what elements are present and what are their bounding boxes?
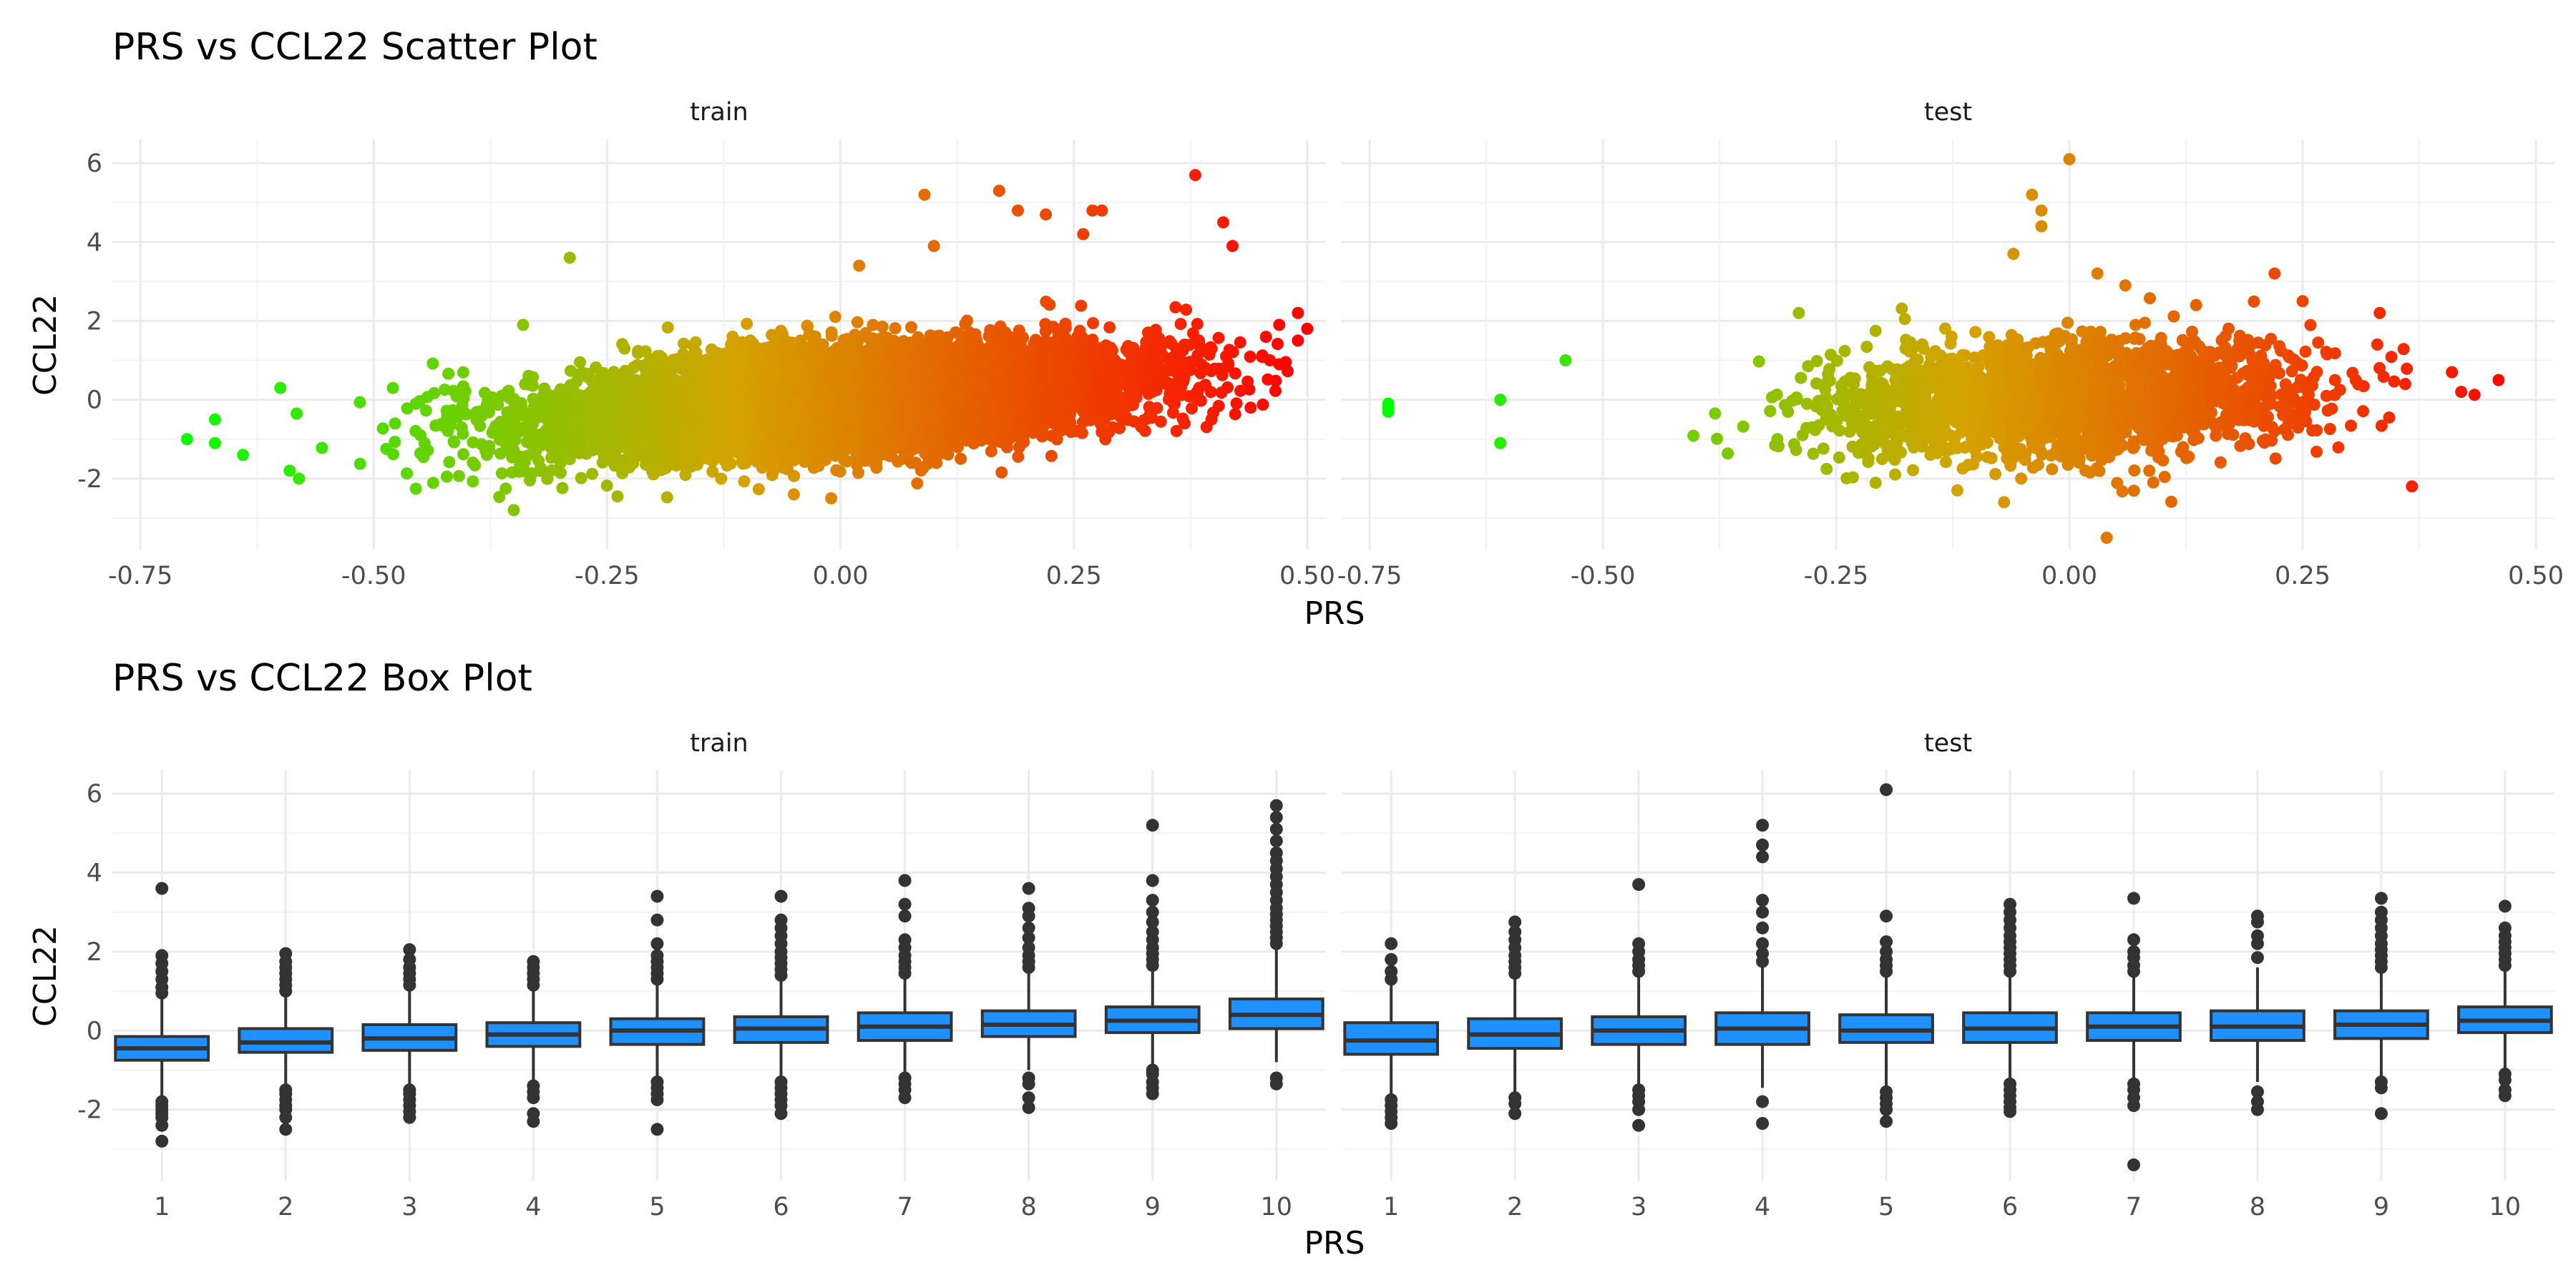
scatter-x-axis-title: PRS [1304,595,1365,632]
scatter-point [575,472,587,484]
scatter-point [556,482,569,494]
scatter-strip-train: train [690,98,748,127]
scatter-point [706,465,719,478]
box-plot-title: PRS vs CCL22 Box Plot [112,657,532,700]
scatter-point [600,479,613,492]
scatter-point [738,475,751,488]
scatter-point [527,371,540,384]
scatter-point [453,469,465,482]
scatter-point [457,366,469,379]
scatter-y-axis-title: CCL22 [27,294,64,396]
scatter-point [518,456,531,469]
scatter-point [661,321,674,334]
scatter-point [459,385,472,398]
scatter-points-train [180,169,1314,517]
scatter-point [741,318,753,330]
scatter-point [825,326,838,338]
scatter-point [389,417,401,430]
box-strip-test: test [1924,729,1972,758]
box-x-axis-title: PRS [1304,1225,1365,1262]
scatter-point [834,465,847,478]
scatter-point [441,470,453,483]
scatter-point [586,467,599,480]
marks-layer [114,153,2553,1171]
scatter-point [524,474,536,487]
scatter-point [679,469,692,482]
scatter-point [443,456,456,469]
box-strip-train: train [690,729,748,758]
scatter-point [439,384,451,396]
scatter-point [1170,424,1183,437]
scatter-point [442,367,455,380]
scatter-point [678,337,691,350]
scatter-point [1230,397,1243,410]
scatter-point [1075,299,1088,312]
scatter-point [1176,412,1189,425]
box-y-axis-title: CCL22 [27,925,64,1027]
scatter-point [519,465,532,477]
scatter-point [1234,384,1246,397]
scatter-point [401,467,414,480]
scatter-point [1191,318,1204,331]
scatter-point [1221,381,1234,394]
scatter-point [1199,379,1211,391]
scatter-point [1259,331,1272,343]
scatter-plot-title: PRS vs CCL22 Scatter Plot [112,26,597,69]
scatter-point [1244,351,1257,363]
scatter-point [1234,336,1246,348]
scatter-point [376,422,389,435]
scatter-point [752,483,765,496]
scatter-point [889,322,902,335]
scatter-point [905,321,917,333]
scatter-strip-test: test [1924,98,1972,127]
scatter-point [1244,401,1257,414]
scatter-point [995,466,1008,479]
scatter-point [1086,333,1099,346]
scatter-point [1272,338,1284,351]
scatter-point [1180,303,1193,316]
